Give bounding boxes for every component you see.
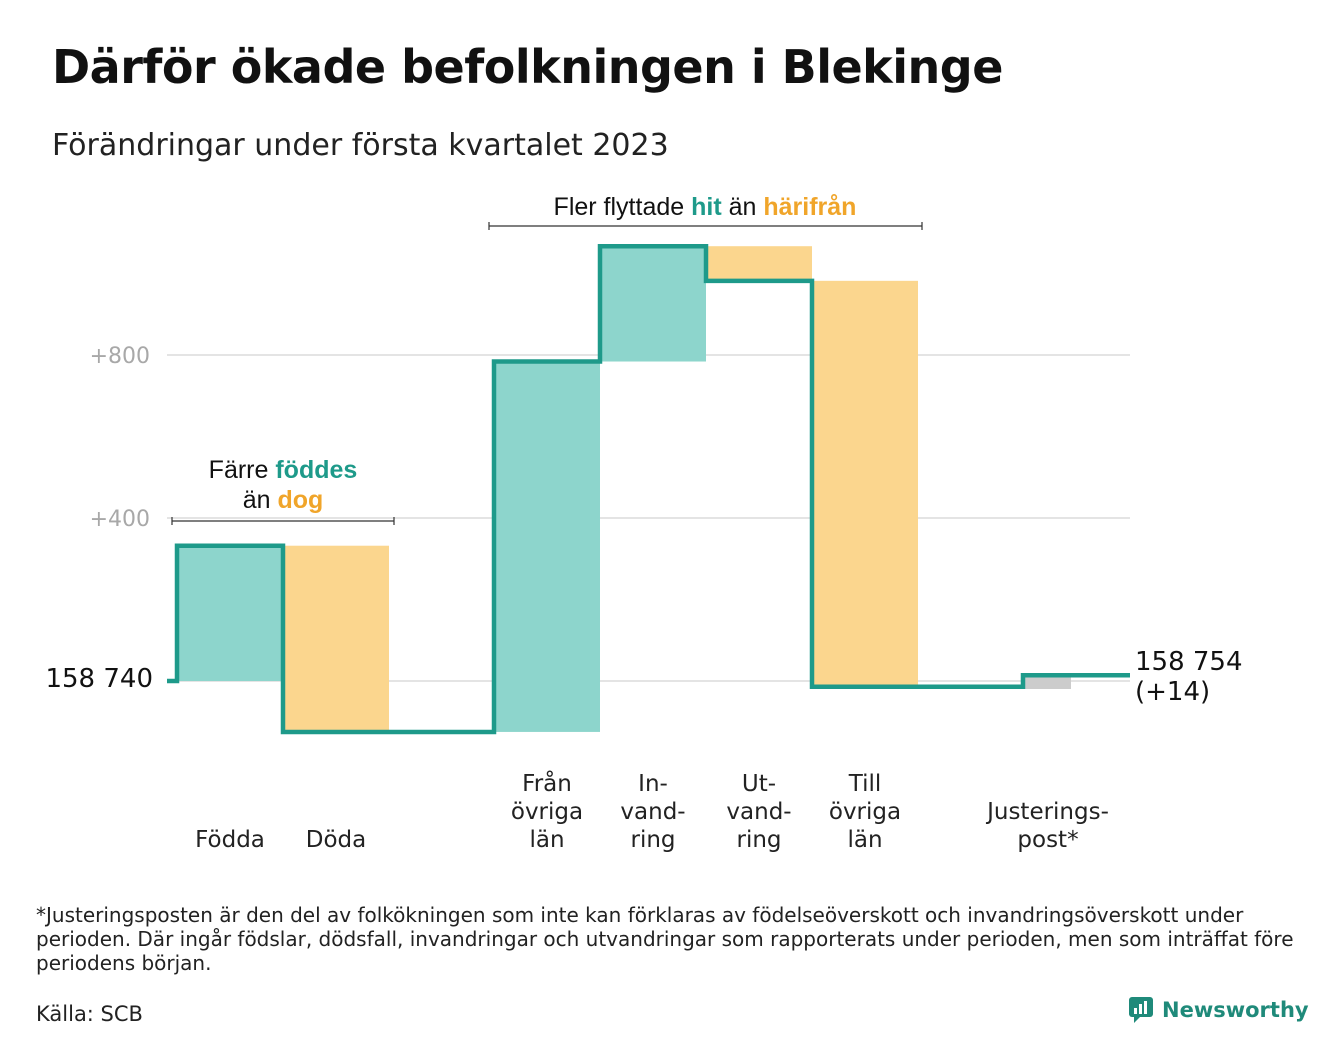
category-label: övriga (829, 799, 901, 825)
bar-decrease (812, 280, 918, 687)
migration-bracket (488, 222, 923, 230)
category-label: post* (1017, 827, 1078, 853)
source-label: Källa: SCB (36, 1002, 143, 1026)
births-deaths-annotation-line2: än dog (243, 486, 324, 514)
bar-increase (494, 361, 600, 732)
migration-annotation-text: Fler flyttade hit än härifrån (554, 193, 857, 221)
annotation-highlight-born: föddes (275, 456, 357, 484)
migration-annotation: Fler flyttade hit än härifrån (488, 193, 923, 230)
category-label: In- (638, 771, 668, 797)
y-tick-label: +800 (90, 344, 150, 369)
births-deaths-bracket (171, 517, 395, 525)
brand-logo: Newsworthy (1128, 996, 1309, 1024)
category-label: vand- (620, 799, 685, 825)
chart-title: Därför ökade befolkningen i Blekinge (52, 40, 1003, 94)
annotation-highlight-here: hit (691, 193, 722, 221)
bar-increase (177, 545, 283, 681)
y-tick-label: +400 (90, 507, 150, 532)
brand-name: Newsworthy (1162, 998, 1309, 1022)
category-label: ring (630, 827, 675, 853)
births-deaths-annotation: Färre föddes än dog (171, 456, 395, 525)
annotation-highlight-away: härifrån (763, 193, 856, 221)
start-value-label: 158 740 (45, 664, 153, 694)
births-deaths-annotation-line1: Färre föddes (209, 456, 358, 484)
footnote: *Justeringsposten är den del av folkökni… (36, 903, 1294, 975)
category-label: län (847, 827, 882, 853)
category-label: Ut- (742, 771, 776, 797)
category-label: vand- (726, 799, 791, 825)
labels: Födda DödaFrånövrigalänIn-vand-ringUt-van… (195, 769, 1109, 853)
category-label: övriga (511, 799, 583, 825)
bar-increase (600, 246, 706, 362)
annotation-text: än (243, 486, 278, 514)
waterfall-chart: +400+800 Födda DödaFrånövrigalänIn-vand-r… (45, 193, 1243, 853)
chart-subtitle: Förändringar under första kvartalet 2023 (52, 128, 669, 163)
end-change-label: (+14) (1135, 677, 1210, 707)
cumulative-step-line (167, 243, 1130, 735)
bar-decrease (706, 246, 812, 281)
cumulative-line (167, 243, 1130, 735)
bar-adjustment (1023, 677, 1071, 689)
annotation-text: Färre (209, 456, 276, 484)
category-label: Från (522, 769, 572, 797)
category-label: Döda (306, 827, 366, 853)
newsworthy-logo-icon (1129, 997, 1153, 1023)
annotation-text: Fler flyttade (554, 193, 692, 221)
bars (177, 246, 1071, 732)
category-label: ring (736, 827, 781, 853)
bar-decrease (283, 545, 389, 732)
category-label: Födda (195, 827, 265, 853)
end-value-label: 158 754 (1135, 647, 1243, 677)
annotation-highlight-died: dog (277, 486, 323, 514)
annotation-text: än (722, 193, 764, 221)
category-label: län (529, 827, 564, 853)
category-label: Till (848, 771, 882, 797)
category-label: Justerings- (985, 799, 1109, 825)
